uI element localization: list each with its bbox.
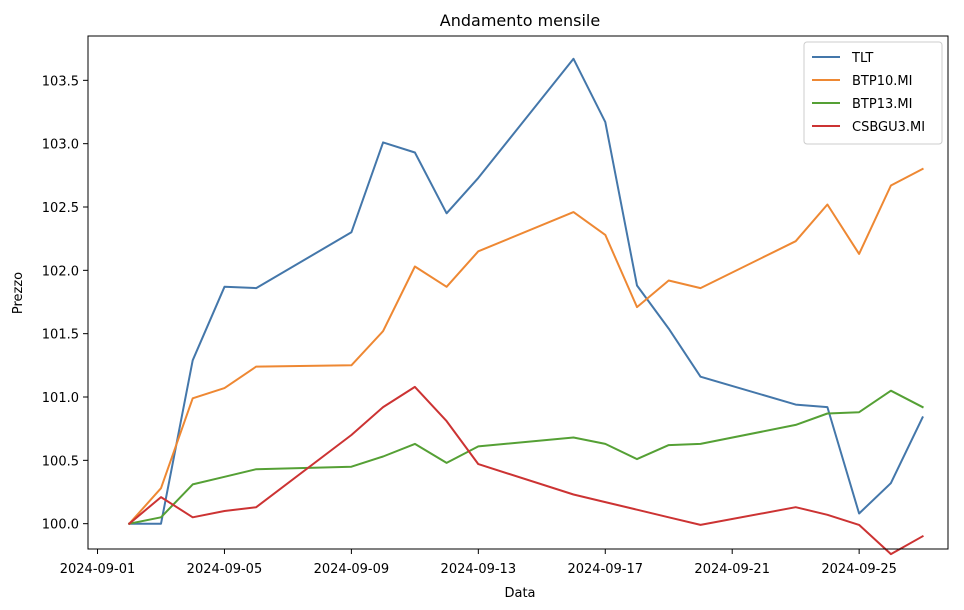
y-tick-label: 103.0: [42, 138, 79, 153]
legend-label: TLT: [851, 51, 873, 66]
series-line-btp13-mi: [128, 389, 924, 525]
series-line-tlt: [128, 57, 924, 525]
y-tick-label: 101.0: [42, 391, 79, 406]
x-tick-label: 2024-09-05: [187, 562, 263, 577]
y-tick-label: 100.0: [42, 518, 79, 533]
y-axis-label: Prezzo: [11, 272, 26, 314]
x-tick-label: 2024-09-21: [694, 562, 770, 577]
legend-label: BTP13.MI: [852, 97, 912, 112]
x-tick-label: 2024-09-13: [441, 562, 517, 577]
chart-title: Andamento mensile: [440, 11, 600, 30]
x-tick-label: 2024-09-09: [314, 562, 390, 577]
y-tick-label: 101.5: [42, 328, 79, 343]
legend: TLT BTP10.MI BTP13.MI CSBGU3.MI: [803, 41, 943, 145]
x-tick-label: 2024-09-17: [567, 562, 643, 577]
legend-label: BTP10.MI: [852, 74, 912, 89]
x-axis-ticks: 2024-09-01 2024-09-05 2024-09-09 2024-09-13…: [60, 549, 897, 577]
legend-box: [803, 41, 943, 145]
y-axis-ticks: 100.0 100.5 101.0 101.5 102.0 102.5 103.0 103.5: [42, 74, 88, 533]
y-tick-label: 100.5: [42, 454, 79, 469]
y-tick-label: 103.5: [42, 74, 79, 89]
x-tick-label: 2024-09-01: [60, 562, 136, 577]
legend-label: CSBGU3.MI: [852, 120, 925, 135]
series-line-csbgu3-mi: [127, 385, 924, 556]
series-line-btp10-mi: [127, 167, 924, 526]
x-tick-label: 2024-09-25: [821, 562, 897, 577]
plot-area: [127, 57, 924, 556]
plot-frame: [87, 35, 949, 550]
x-axis-label: Data: [504, 586, 535, 601]
y-tick-label: 102.5: [42, 201, 79, 216]
y-tick-label: 102.0: [42, 264, 79, 279]
